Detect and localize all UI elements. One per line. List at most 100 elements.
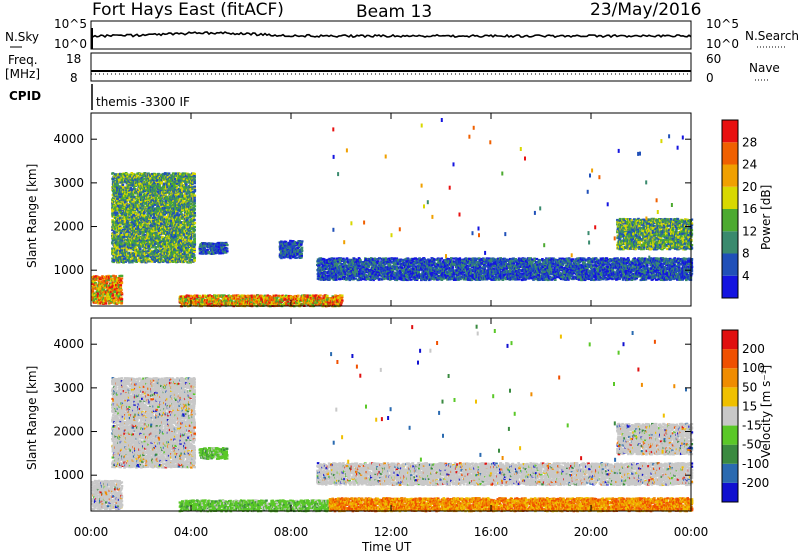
- power-cell: [108, 297, 111, 300]
- power-cell: [111, 220, 115, 223]
- power-cell: [114, 299, 118, 302]
- power-cell: [120, 207, 123, 210]
- power-cell: [128, 231, 131, 234]
- power-cell: [111, 251, 115, 254]
- power-cell: [111, 206, 114, 209]
- power-cell: [113, 258, 116, 261]
- power-cell: [193, 256, 196, 259]
- power-cell: [116, 254, 120, 258]
- power-cell: [137, 259, 141, 262]
- power-cell: [112, 196, 115, 199]
- power-cell: [123, 232, 127, 235]
- power-cell: [123, 205, 126, 208]
- power-cell: [118, 247, 122, 251]
- power-cell: [122, 236, 125, 239]
- nsearch-tick-top: 10^5: [706, 17, 739, 31]
- power-cell: [124, 186, 128, 189]
- power-cell: [193, 218, 196, 221]
- power-cell: [118, 227, 121, 230]
- nsky-line: [90, 31, 692, 39]
- power-cell: [134, 183, 138, 186]
- power-cell: [193, 243, 197, 246]
- power-cell: [116, 257, 119, 260]
- power-cell: [97, 287, 101, 290]
- power-cell: [123, 199, 126, 202]
- nsky-tick-top: 10^5: [54, 17, 87, 31]
- power-cell: [116, 191, 120, 194]
- freq-tick-top: 18: [66, 52, 81, 66]
- power-cell: [112, 281, 115, 284]
- power-cell: [135, 174, 139, 177]
- power-cell: [98, 296, 102, 299]
- power-cell: [106, 292, 110, 295]
- power-cell: [109, 277, 113, 280]
- power-cell: [135, 232, 139, 236]
- power-cell: [118, 225, 122, 228]
- power-cell: [134, 192, 138, 195]
- power-cell: [113, 179, 117, 182]
- power-cell: [118, 274, 121, 278]
- power-cell: [135, 215, 139, 218]
- power-cell: [132, 243, 136, 247]
- power-cell: [121, 220, 125, 223]
- power-cell: [120, 204, 123, 207]
- power-cell: [111, 236, 115, 239]
- power-cell: [106, 297, 110, 300]
- power-cell: [119, 206, 122, 209]
- power-cell: [114, 253, 117, 256]
- power-cell: [119, 246, 122, 249]
- power-cell: [91, 285, 95, 288]
- power-cell: [117, 238, 120, 241]
- beam-title: Beam 13: [356, 2, 432, 22]
- power-cell: [134, 187, 137, 191]
- power-cell: [137, 248, 140, 251]
- power-cell: [136, 175, 140, 178]
- power-cell: [136, 230, 140, 233]
- power-cell: [132, 213, 136, 216]
- power-cell: [110, 298, 114, 302]
- power-cell: [115, 249, 119, 252]
- power-cell: [134, 257, 137, 260]
- power-cell: [185, 183, 188, 186]
- power-cell: [120, 211, 123, 214]
- power-cell: [135, 253, 138, 256]
- power-cell: [130, 201, 133, 204]
- power-cell: [116, 197, 119, 200]
- power-cell: [93, 292, 96, 295]
- power-cell: [111, 219, 114, 222]
- power-cell: [129, 193, 132, 196]
- power-cell: [128, 181, 131, 185]
- power-cell: [116, 195, 120, 199]
- power-cell: [115, 259, 119, 262]
- power-cell: [108, 287, 111, 291]
- power-cell: [118, 223, 122, 226]
- power-cell: [137, 195, 140, 198]
- power-cell: [130, 189, 134, 192]
- power-cell: [117, 235, 121, 238]
- power-cell: [125, 216, 128, 219]
- power-cell: [123, 217, 126, 220]
- power-cell: [192, 254, 196, 257]
- power-cell: [115, 181, 119, 184]
- power-cell: [120, 296, 123, 299]
- power-cell: [119, 197, 122, 200]
- power-cell: [120, 301, 124, 304]
- power-cell: [130, 172, 134, 175]
- power-cell: [94, 277, 98, 280]
- power-cell: [193, 205, 197, 208]
- power-cell: [133, 207, 137, 211]
- station-title: Fort Hays East (fitACF): [92, 0, 284, 20]
- power-cell: [193, 214, 197, 217]
- power-cell: [112, 254, 115, 257]
- power-cell: [101, 281, 104, 284]
- power-cell: [126, 232, 129, 236]
- power-cell: [167, 172, 171, 175]
- freq-strip-frame: [90, 52, 692, 82]
- power-cell: [193, 239, 196, 242]
- power-cell: [125, 242, 129, 245]
- power-cell: [126, 181, 130, 184]
- power-cell: [122, 186, 125, 189]
- power-cell: [130, 182, 133, 185]
- power-cell: [176, 212, 179, 215]
- power-cell: [127, 257, 131, 260]
